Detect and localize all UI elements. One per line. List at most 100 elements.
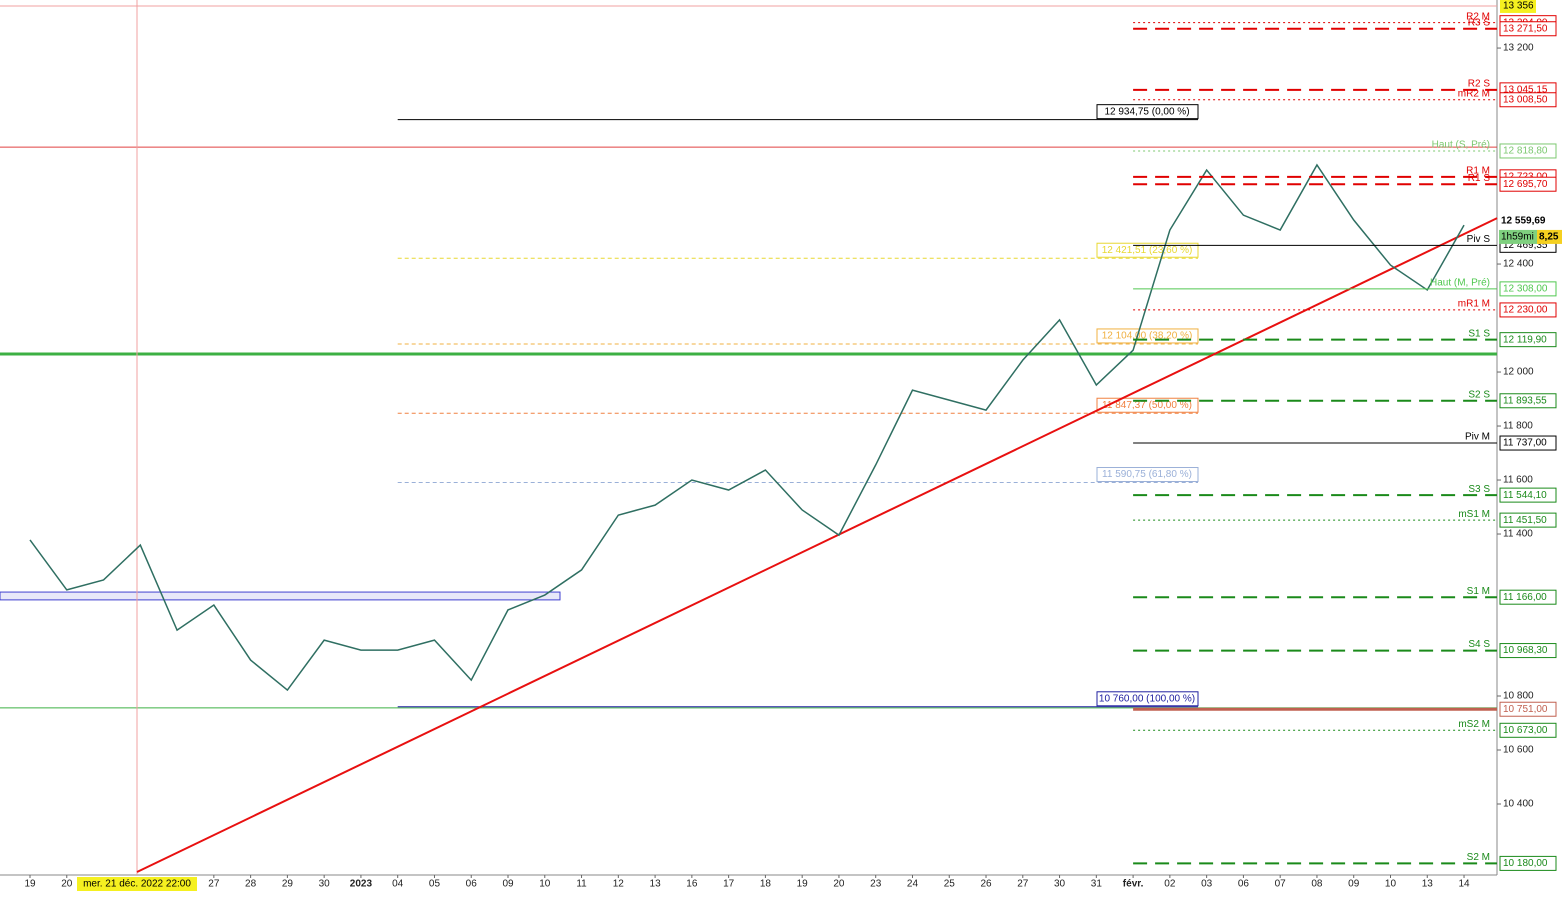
crosshair-date-box	[77, 877, 198, 891]
fib-label-box	[1096, 691, 1199, 707]
pivot-name: R1 S	[1468, 173, 1491, 184]
fib-label-box	[1096, 328, 1199, 344]
fib-label-box	[1096, 467, 1199, 483]
x-tick-label: 09	[1348, 879, 1360, 890]
pivot-name: S3 S	[1468, 484, 1490, 495]
pivot-value-box	[1499, 722, 1557, 738]
pivot-name: mR1 M	[1458, 299, 1490, 310]
x-tick-label: 27	[1017, 879, 1029, 890]
x-tick-label: 09	[502, 879, 514, 890]
x-tick-label: 05	[429, 879, 441, 890]
pivot-value-box	[1499, 332, 1557, 348]
pivot-value: 12 308,00	[1503, 284, 1548, 295]
x-tick-label: 2023	[350, 879, 373, 890]
y-tick-label: 13 200	[1503, 43, 1534, 54]
x-tick-label: 12	[613, 879, 625, 890]
fib-label: 10 760,00 (100,00 %)	[1099, 693, 1195, 704]
pivot-value: 12 119,90	[1503, 334, 1547, 345]
x-tick-label: 03	[1201, 879, 1213, 890]
zone-band	[0, 591, 561, 601]
pivot-name: Haut (S, Pré)	[1432, 140, 1490, 151]
change: 8,25	[1539, 232, 1559, 243]
pivot-value-box	[1499, 393, 1557, 409]
pivot-value: 13 045,15	[1503, 85, 1548, 96]
x-tick-label: 20	[833, 879, 845, 890]
pivot-value: 11 451,50	[1503, 515, 1547, 526]
pivot-value-box	[1499, 512, 1557, 528]
countdown: 1h59mi	[1501, 232, 1534, 243]
pivot-name: R2 M	[1466, 11, 1490, 22]
x-tick-label: 24	[907, 879, 919, 890]
pivot-name: S1 M	[1467, 586, 1490, 597]
price-line	[29, 163, 1465, 692]
x-tick-label: 06	[1238, 879, 1250, 890]
current-price: 12 559,69	[1501, 216, 1546, 227]
pivot-name: S4 S	[1468, 639, 1490, 650]
pivot-value: 10 673,00	[1503, 725, 1548, 736]
pivot-value: 12 469,35	[1503, 240, 1548, 251]
pivot-value: 11 544,10	[1503, 490, 1547, 501]
x-tick-label: 29	[282, 879, 294, 890]
pivot-name: R2 S	[1468, 79, 1491, 90]
pivot-value-box	[1499, 92, 1557, 108]
x-tick-label: 31	[1091, 879, 1103, 890]
x-tick-label: 14	[1458, 879, 1470, 890]
pivot-name: mS2 M	[1458, 719, 1490, 730]
countdown-box	[1499, 229, 1537, 244]
pivot-value: 13 008,50	[1503, 94, 1548, 105]
current-price-box	[1499, 212, 1562, 229]
x-tick-label: 19	[797, 879, 809, 890]
y-tick-label: 10 800	[1503, 691, 1534, 702]
fib-label: 12 421,51 (23,60 %)	[1102, 245, 1193, 256]
crosshair-date: mer. 21 déc. 2022 22:00	[83, 879, 191, 890]
fib-label-box	[1096, 397, 1199, 413]
x-tick-label: 13	[1422, 879, 1434, 890]
pivot-value-box	[1499, 435, 1557, 451]
change-box	[1537, 229, 1562, 244]
pivot-value: 12 818,80	[1503, 146, 1548, 157]
x-tick-label: 19	[24, 879, 36, 890]
pivot-value-box	[1499, 589, 1557, 605]
y-tick-label: 12 000	[1503, 367, 1534, 378]
pivot-value: 13 271,50	[1503, 23, 1548, 34]
y-tick-label: 10 400	[1503, 799, 1534, 810]
x-tick-label: 18	[760, 879, 772, 890]
pivot-name: mS1 M	[1458, 509, 1490, 520]
pivot-name: S2 M	[1467, 852, 1490, 863]
pivot-value: 11 737,00	[1503, 438, 1547, 449]
crosshair-price-box	[1500, 0, 1536, 13]
pivot-name: Piv M	[1465, 432, 1490, 443]
x-tick-label: 07	[1275, 879, 1287, 890]
x-tick-label: 11	[576, 879, 587, 890]
x-tick-label: 28	[245, 879, 257, 890]
pivot-name: S1 S	[1468, 328, 1490, 339]
y-tick-label: 12 400	[1503, 259, 1534, 270]
x-tick-label: 13	[650, 879, 662, 890]
y-tick-label: 11 800	[1503, 421, 1533, 432]
fib-label: 11 590,75 (61,80 %)	[1102, 469, 1192, 480]
y-tick-label: 11 400	[1503, 529, 1533, 540]
pivot-value: 12 695,70	[1503, 179, 1548, 190]
pivot-value: 12 230,00	[1503, 305, 1548, 316]
x-tick-label: 26	[980, 879, 992, 890]
pivot-value-box	[1499, 487, 1557, 503]
trendline	[136, 217, 1498, 873]
pivot-value-box	[1499, 176, 1557, 192]
fib-label: 12 104,00 (38,20 %)	[1102, 331, 1193, 342]
pivot-value-box	[1499, 302, 1557, 318]
x-tick-label: 08	[1311, 879, 1323, 890]
x-tick-label: 16	[686, 879, 698, 890]
pivot-value-box	[1499, 21, 1557, 37]
pivot-name: R1 M	[1466, 165, 1490, 176]
x-tick-label: 23	[870, 879, 882, 890]
pivot-name: S2 S	[1468, 389, 1490, 400]
pivot-name: R3 S	[1468, 17, 1491, 28]
y-tick-label: 11 600	[1503, 475, 1533, 486]
pivot-name: mR2 M	[1458, 88, 1490, 99]
fib-label-box	[1096, 242, 1199, 258]
pivot-value-box	[1499, 701, 1557, 717]
fib-label-box	[1096, 104, 1199, 120]
pivot-value-box	[1499, 643, 1557, 659]
